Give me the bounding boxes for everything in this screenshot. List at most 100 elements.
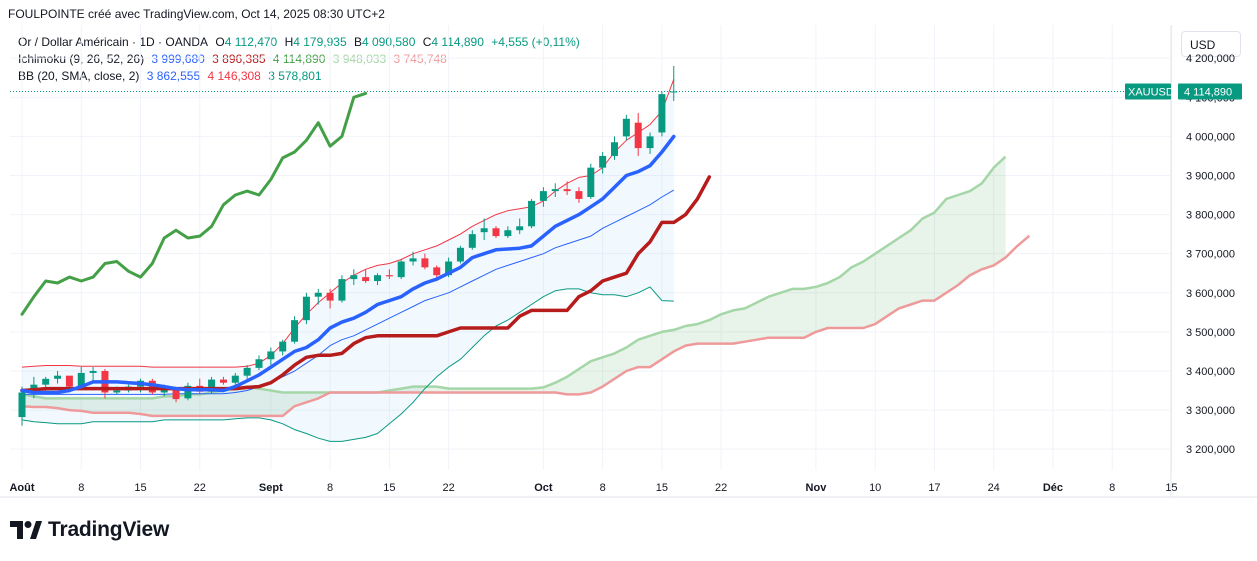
cloud-segment <box>744 302 757 342</box>
candle <box>421 253 429 270</box>
candle <box>148 378 156 395</box>
y-axis-labels: 3 200,000 3 300,000 3 400,000 3 500,000 3 60… <box>1186 53 1235 456</box>
candle <box>362 269 370 284</box>
candle-body <box>611 142 618 156</box>
y-tick-label: 4 000,000 <box>1186 131 1235 143</box>
cloud-segment <box>602 353 615 387</box>
ohlc-high-value: 4 179,935 <box>293 35 347 49</box>
candle-body <box>622 118 630 137</box>
candle-body <box>492 228 500 237</box>
candle-body <box>646 136 654 149</box>
legend-symbol-row: Or / Dollar Américain · 1D · OANDA O4 11… <box>18 35 584 49</box>
ohlc-low-key: B <box>353 35 362 49</box>
candle <box>516 218 524 235</box>
x-tick-label: 22 <box>442 482 454 494</box>
candle-body <box>243 367 251 376</box>
candle-body <box>658 94 666 133</box>
bb-band-fill <box>22 79 674 442</box>
y-tick-label: 3 700,000 <box>1186 249 1235 261</box>
ohlc-open-value: 4 112,470 <box>224 35 278 49</box>
cloud-segment <box>827 277 840 328</box>
cloud-segment <box>211 390 224 416</box>
candle-body <box>445 261 453 276</box>
candle-body <box>599 155 607 168</box>
candle <box>267 347 275 366</box>
cloud-segment <box>910 218 923 305</box>
x-tick-label: 15 <box>1165 482 1177 494</box>
cloud-segment <box>235 386 248 416</box>
candle <box>89 367 97 381</box>
x-tick-label: 8 <box>600 482 606 494</box>
cloud-segment <box>981 167 994 270</box>
candle-body <box>504 230 512 237</box>
price-tag-bg <box>1178 83 1242 100</box>
candle <box>184 382 192 401</box>
ohlc-high-key: H <box>284 35 294 49</box>
candle-body <box>219 379 227 383</box>
cloud-segment <box>413 386 425 393</box>
candle <box>279 339 287 356</box>
candle-body <box>89 370 97 373</box>
cloud-segment <box>152 396 165 416</box>
cloud-segment <box>140 398 153 416</box>
candle-body <box>231 375 239 383</box>
cloud-segment <box>709 314 722 344</box>
cloud-segment <box>223 388 236 416</box>
bb-label[interactable]: BB (20, SMA, close, 2) <box>18 69 140 83</box>
y-tick-label: 3 300,000 <box>1186 405 1235 417</box>
cloud-segment <box>673 326 686 352</box>
x-tick-label: 8 <box>327 482 333 494</box>
cloud-segment <box>697 320 710 344</box>
candle <box>302 292 310 325</box>
cloud-segment <box>116 398 129 413</box>
cloud-segment <box>282 392 295 416</box>
price-tag-value: 4 114,890 <box>1184 86 1232 98</box>
chikou-span-line <box>20 91 368 316</box>
ohlc-close: C4 114,890 <box>423 35 484 49</box>
ichimoku-kijun-value: 3 896,385 <box>212 52 266 66</box>
candle <box>599 152 607 174</box>
chart-credit: FOULPOINTE créé avec TradingView.com, Oc… <box>8 7 385 21</box>
candle-body <box>362 277 370 282</box>
candle <box>468 230 476 250</box>
candle <box>622 114 630 141</box>
cloud-segment <box>69 398 82 411</box>
candle-body <box>385 275 393 277</box>
brand-name: TradingView <box>48 518 170 541</box>
ichimoku-cloud <box>22 156 1006 416</box>
ohlc-open-key: O <box>215 35 225 49</box>
y-tick-label: 4 200,000 <box>1186 53 1235 65</box>
candle <box>291 316 299 344</box>
symbol-title[interactable]: Or / Dollar Américain · 1D · OANDA <box>18 35 209 49</box>
candle-body <box>267 351 275 360</box>
x-tick-label: 22 <box>194 482 206 494</box>
candle-body <box>65 375 73 387</box>
bb-lower-line <box>21 286 674 442</box>
currency-button[interactable]: USD <box>1181 31 1241 57</box>
candle <box>243 365 251 379</box>
cloud-segment <box>863 253 876 328</box>
candles <box>18 66 678 426</box>
x-tick-label: Sept <box>259 482 283 494</box>
cloud-segment <box>887 238 899 317</box>
x-tick-label: 15 <box>656 482 668 494</box>
cloud-segment <box>128 398 141 414</box>
candle-body <box>563 189 571 192</box>
candle-body <box>433 267 441 276</box>
cloud-segment <box>792 288 805 338</box>
ohlc-close-value: 4 114,890 <box>431 35 484 49</box>
ichimoku-tenkan-value: 3 999,680 <box>151 52 205 66</box>
senkou-span-b-line <box>21 234 1031 418</box>
candle-body <box>587 167 595 197</box>
candle <box>409 251 417 266</box>
bb-basis-value: 3 862,555 <box>146 69 201 83</box>
candle-body <box>374 275 381 282</box>
y-tick-label: 3 800,000 <box>1186 210 1235 222</box>
cloud-segment <box>104 398 117 413</box>
x-tick-label: 8 <box>1109 482 1115 494</box>
bb-lower-value: 3 578,801 <box>268 69 322 83</box>
cloud-segment <box>199 392 212 416</box>
ohlc-low-value: 4 090,580 <box>362 35 416 49</box>
candle-body <box>291 320 299 342</box>
